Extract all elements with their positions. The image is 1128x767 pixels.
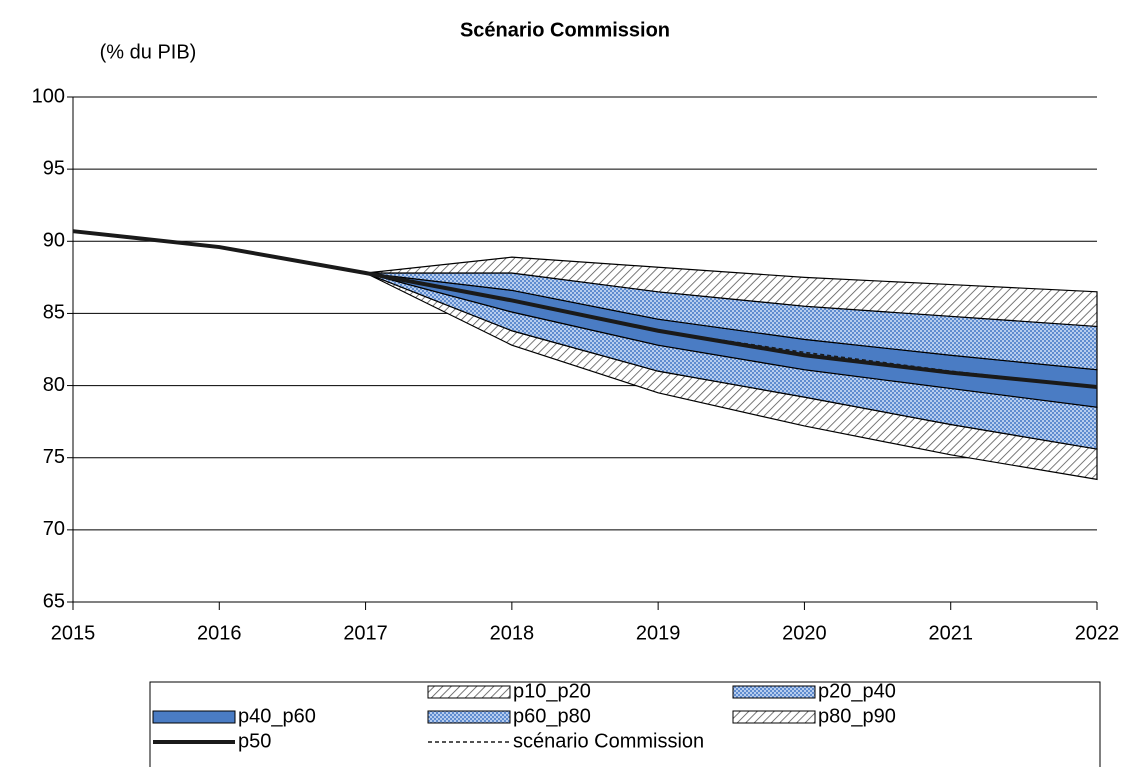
legend-swatch [732,685,816,699]
legend-box [149,681,1101,767]
y-axis-label: (% du PIB) [100,41,197,63]
y-tick-label: 80 [43,374,65,396]
fan-band [365,256,1098,328]
legend-swatch [427,685,511,699]
y-tick-label: 85 [43,302,65,324]
legend-label: p20_p40 [818,680,896,702]
y-tick-label: 95 [43,157,65,179]
x-tick-label: 2020 [782,622,827,644]
x-tick-label: 2018 [490,622,535,644]
legend-label: p10_p20 [513,680,591,702]
x-tick-label: 2019 [636,622,681,644]
legend-label: p80_p90 [818,705,896,727]
y-tick-label: 70 [43,518,65,540]
x-tick-label: 2017 [343,622,388,644]
chart-title: Scénario Commission [460,19,670,41]
y-tick-label: 65 [43,590,65,612]
x-tick-label: 2021 [928,622,973,644]
legend-label: p50 [238,730,271,752]
x-tick-label: 2015 [51,622,96,644]
line [72,229,1098,390]
legend-swatch [152,710,236,724]
y-tick-label: 75 [43,446,65,468]
legend-label: p40_p60 [238,705,316,727]
line [365,272,1098,388]
x-tick-label: 2022 [1075,622,1120,644]
legend-label: p60_p80 [513,705,591,727]
legend-swatch [427,710,511,724]
legend-label: scénario Commission [513,730,704,752]
legend-swatch [732,710,816,724]
x-tick-label: 2016 [197,622,242,644]
y-tick-label: 90 [43,230,65,252]
y-tick-label: 100 [32,85,65,107]
